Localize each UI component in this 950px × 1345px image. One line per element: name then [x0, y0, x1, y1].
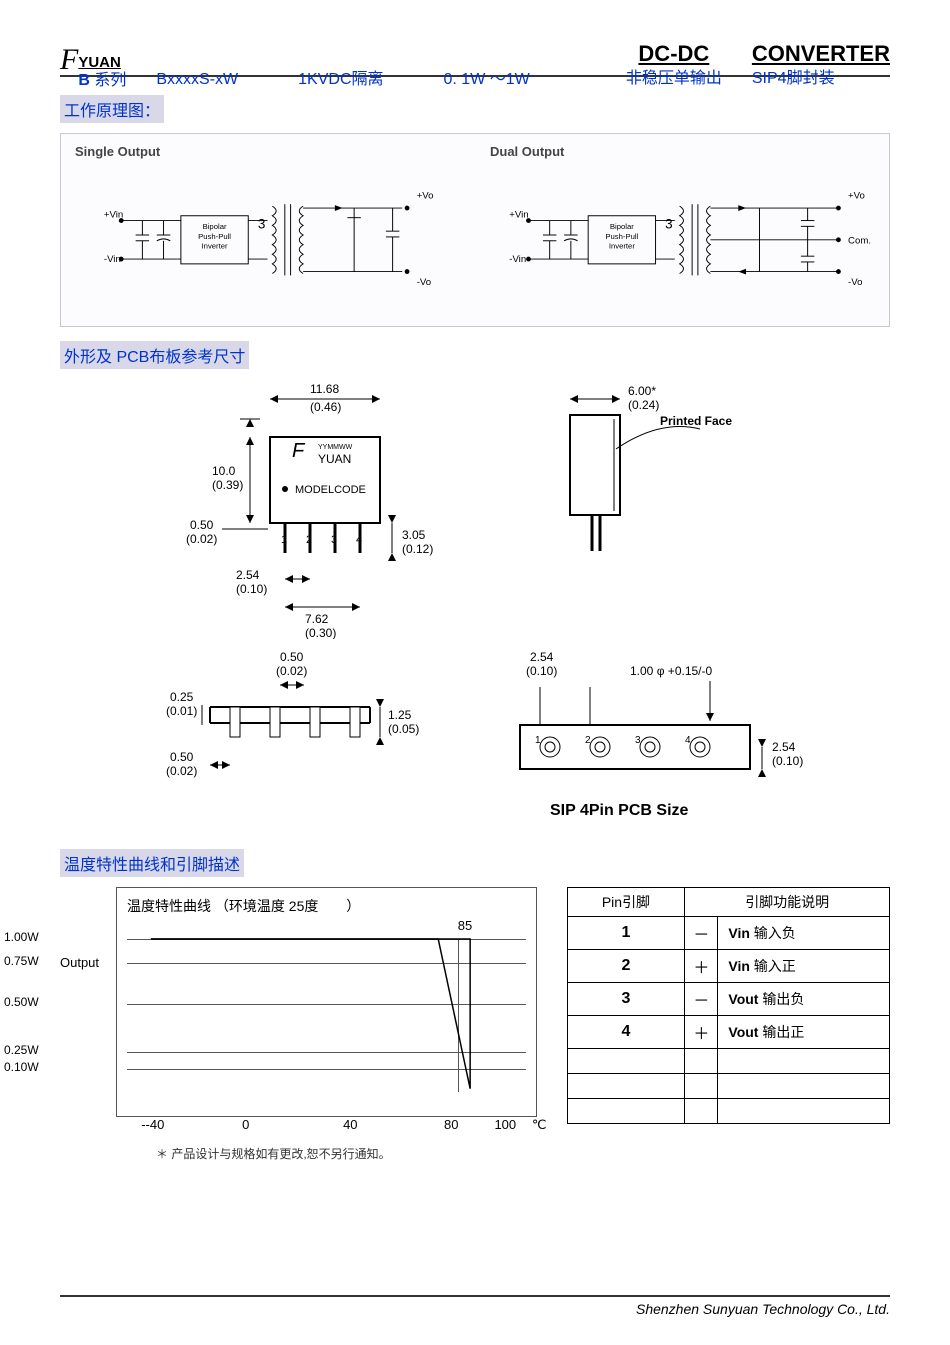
svg-text:(0.02): (0.02) [276, 664, 307, 678]
series-text: 系列 [94, 72, 126, 89]
package-bottom-view: 0.50 (0.02) 0.25 (0.01) 1.25 (0.05) 0. [130, 645, 430, 805]
svg-text:4: 4 [356, 534, 362, 546]
svg-text:(0.02): (0.02) [166, 764, 197, 778]
single-output-label: Single Output [75, 144, 460, 159]
dimension-drawings-row2: 0.50 (0.02) 0.25 (0.01) 1.25 (0.05) 0. [60, 645, 890, 835]
svg-text:Push-Pull: Push-Pull [605, 232, 638, 241]
series-b: B [78, 72, 90, 89]
section-principle-title: 工作原理图： [60, 95, 164, 123]
page-header: F YUAN B 系列 BxxxxS-xW 1KVDC隔离 0. 1W ～1W … [60, 40, 890, 89]
svg-text:Com.: Com. [848, 236, 871, 247]
svg-text:1: 1 [535, 735, 541, 746]
svg-text:Bipolar: Bipolar [610, 223, 634, 232]
temp-derating-chart: 温度特性曲线 （环境温度 25度 ） 85 [116, 887, 537, 1117]
svg-text:(0.05): (0.05) [388, 722, 419, 736]
svg-text:3: 3 [635, 735, 641, 746]
svg-text:6.00*: 6.00* [628, 384, 656, 398]
svg-text:MODELCODE: MODELCODE [295, 484, 366, 496]
isolation-spec: 1KVDC隔离 [298, 65, 383, 89]
power-spec: 0. 1W ～1W [444, 65, 530, 89]
table-row [567, 1099, 889, 1124]
svg-text:(0.46): (0.46) [310, 400, 341, 414]
package-front-view: 11.68 (0.46) F YYMMWW YUAN MODELCODE 10.… [140, 379, 460, 639]
svg-text:2.54: 2.54 [236, 568, 260, 582]
svg-text:-Vin: -Vin [509, 254, 526, 265]
svg-text:(0.10): (0.10) [526, 664, 557, 678]
svg-text:Bipolar: Bipolar [203, 223, 227, 232]
svg-text:3: 3 [331, 534, 337, 546]
pin-desc-header: 引脚功能说明 [685, 888, 890, 917]
svg-text:0.50: 0.50 [170, 750, 194, 764]
converter-label: CONVERTER [752, 40, 890, 69]
model-code: BxxxxS-xW [156, 71, 238, 89]
svg-text:(0.12): (0.12) [402, 542, 433, 556]
chart-yaxis-title: Output [60, 955, 99, 970]
svg-text:1.00 φ +0.15/-0: 1.00 φ +0.15/-0 [630, 664, 712, 678]
section-temp-title: 温度特性曲线和引脚描述 [60, 849, 244, 877]
svg-text:4: 4 [685, 735, 691, 746]
svg-text:7.62: 7.62 [305, 612, 329, 626]
pcb-footprint: 2.54 (0.10) 1.00 φ +0.15/-0 1 2 3 4 2.54 (… [480, 645, 820, 835]
svg-text:Printed Face: Printed Face [660, 414, 732, 428]
svg-text:F: F [292, 440, 306, 462]
svg-text:YYMMWW: YYMMWW [318, 444, 353, 451]
svg-text:10.0: 10.0 [212, 464, 236, 478]
package-side-view: 6.00* (0.24) Printed Face [510, 379, 810, 579]
svg-text:+Vin: +Vin [509, 210, 528, 221]
svg-text:11.68: 11.68 [310, 382, 339, 396]
table-row [567, 1049, 889, 1074]
circuit-diagram-box: Single Output +Vin -Vin Bipolar Push-Pul… [60, 133, 890, 327]
svg-text:-Vo: -Vo [417, 277, 431, 288]
table-row: 2＋Vin 输入正 [567, 950, 889, 983]
dimension-drawings-row1: 11.68 (0.46) F YYMMWW YUAN MODELCODE 10.… [60, 379, 890, 639]
pin-table: Pin引脚 引脚功能说明 1－Vin 输入负2＋Vin 输入正3－Vout 输出… [567, 887, 890, 1124]
svg-text:-Vin: -Vin [104, 254, 121, 265]
table-row: 4＋Vout 输出正 [567, 1016, 889, 1049]
dual-output-label: Dual Output [490, 144, 875, 159]
dcdc-label: DC-DC [638, 40, 709, 69]
svg-text:(0.01): (0.01) [166, 704, 197, 718]
page-footer: Shenzhen Sunyuan Technology Co., Ltd. [60, 1295, 890, 1317]
chart-title-suffix: ） [346, 898, 360, 914]
table-row: 3－Vout 输出负 [567, 983, 889, 1016]
unregulated-label: 非稳压单输出 [626, 69, 722, 90]
svg-text:SIP 4Pin PCB Size: SIP 4Pin PCB Size [550, 802, 689, 819]
footnote: ＊ 产品设计与规格如有更改,恕不另行通知。 [116, 1145, 537, 1162]
svg-text:(0.10): (0.10) [772, 754, 803, 768]
svg-text:(0.02): (0.02) [186, 532, 217, 546]
svg-text:0.50: 0.50 [280, 650, 304, 664]
table-row [567, 1074, 889, 1099]
chart-title-prefix: 温度特性曲线 （环境温度 25度 [127, 898, 318, 914]
svg-text:2: 2 [306, 534, 312, 546]
svg-text:(0.10): (0.10) [236, 582, 267, 596]
svg-text:1: 1 [281, 534, 287, 546]
dual-output-circuit: +Vin -Vin Bipolar Push-Pull Inverter 3 [490, 165, 875, 305]
pin-col-header: Pin引脚 [567, 888, 685, 917]
svg-text:(0.39): (0.39) [212, 478, 243, 492]
svg-text:3: 3 [665, 217, 673, 232]
svg-text:2.54: 2.54 [772, 740, 796, 754]
table-row: 1－Vin 输入负 [567, 917, 889, 950]
svg-text:0.25: 0.25 [170, 690, 194, 704]
single-output-circuit: +Vin -Vin Bipolar Push-Pull Inverter 3 [75, 165, 460, 305]
svg-text:Inverter: Inverter [202, 242, 229, 251]
brand-logo-icon: F [60, 45, 78, 89]
svg-text:Inverter: Inverter [609, 242, 636, 251]
svg-text:(0.30): (0.30) [305, 626, 336, 639]
svg-text:2.54: 2.54 [530, 650, 554, 664]
svg-text:+Vo: +Vo [417, 191, 434, 202]
svg-text:Push-Pull: Push-Pull [198, 232, 231, 241]
svg-text:+Vo: +Vo [848, 191, 865, 202]
section-outline-title: 外形及 PCB布板参考尺寸 [60, 341, 249, 369]
svg-text:3: 3 [258, 217, 266, 232]
svg-text:1.25: 1.25 [388, 708, 412, 722]
brand-text: YUAN [78, 55, 126, 72]
svg-text:2: 2 [585, 735, 591, 746]
package-label: SIP4脚封装 [752, 69, 835, 90]
svg-text:(0.24): (0.24) [628, 398, 659, 412]
svg-text:3.05: 3.05 [402, 528, 426, 542]
svg-text:-Vo: -Vo [848, 277, 862, 288]
svg-text:0.50: 0.50 [190, 518, 214, 532]
svg-text:YUAN: YUAN [318, 452, 351, 466]
